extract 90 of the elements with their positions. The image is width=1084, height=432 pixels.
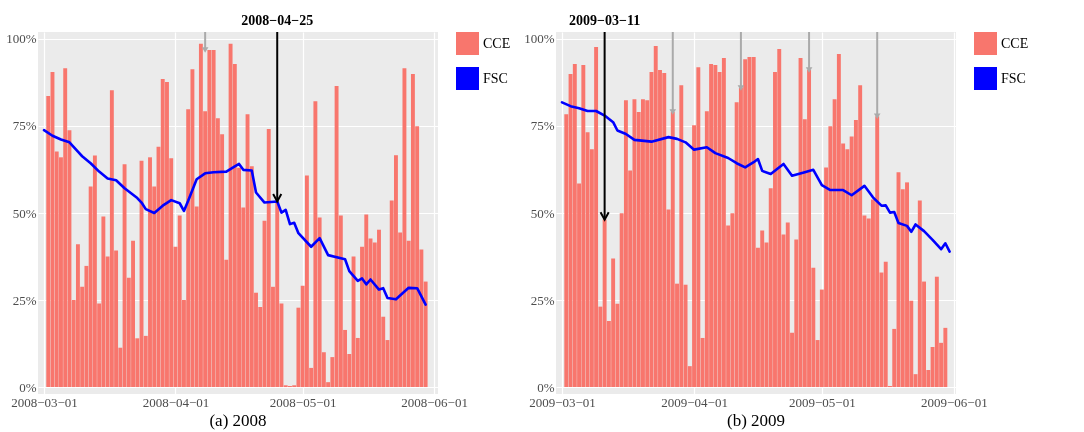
x-tick-label: 2009−03−01	[529, 394, 596, 410]
bar	[662, 73, 667, 388]
bar	[190, 69, 195, 388]
bar	[747, 57, 752, 388]
bar	[394, 155, 398, 388]
bar	[751, 57, 756, 388]
bar	[875, 116, 880, 388]
x-tick-label: 2008−03−01	[11, 394, 78, 410]
bar	[228, 43, 233, 388]
bar	[883, 261, 888, 388]
bar	[275, 201, 280, 388]
bar	[131, 240, 135, 388]
y-tick-label: 25%	[12, 292, 37, 308]
bar	[198, 43, 203, 388]
bar	[934, 276, 939, 388]
bar	[798, 58, 803, 388]
legend-label: FSC	[1001, 70, 1026, 86]
annotation: 2008−04−25	[241, 13, 314, 28]
bar	[165, 82, 169, 388]
y-tick-label: 0%	[19, 379, 37, 395]
y-tick-label: 75%	[12, 118, 37, 134]
bar	[148, 157, 152, 388]
bar	[653, 45, 658, 388]
bar	[670, 112, 675, 388]
annotation: 2009−03−11	[569, 13, 641, 28]
bar	[313, 101, 318, 388]
bar	[905, 182, 909, 388]
bar	[92, 155, 97, 388]
bar	[807, 69, 812, 388]
x-tick-label: 2009−05−01	[789, 394, 856, 410]
bar	[858, 85, 863, 388]
y-tick-label: 25%	[530, 292, 555, 308]
line-series	[42, 128, 427, 306]
bar	[679, 85, 684, 388]
y-tick-label: 75%	[530, 118, 555, 134]
bar	[304, 175, 309, 388]
bar	[713, 65, 718, 388]
bar	[785, 222, 790, 388]
bar	[721, 58, 726, 388]
text: (b) 2009	[726, 411, 786, 430]
y-tick-label: 50%	[530, 205, 555, 221]
point	[669, 109, 677, 115]
bar	[760, 230, 765, 388]
bar	[572, 64, 577, 388]
line-series	[560, 101, 951, 253]
bar	[594, 46, 599, 388]
bar	[266, 129, 271, 388]
bar	[75, 244, 80, 388]
bar	[623, 100, 628, 388]
y-tick-label: 0%	[537, 379, 555, 395]
bar	[917, 200, 922, 388]
x-tick-label: 2009−04−01	[661, 394, 728, 410]
legend-label: CCE	[1001, 35, 1029, 51]
bar	[709, 64, 714, 388]
bar	[632, 99, 637, 388]
bar	[101, 216, 106, 388]
bar	[334, 85, 339, 388]
bar	[63, 68, 68, 388]
bar	[836, 53, 841, 388]
point	[737, 85, 745, 91]
bar	[177, 215, 182, 388]
point	[805, 67, 813, 73]
bar	[402, 68, 407, 388]
bar	[641, 99, 645, 388]
bar	[122, 164, 127, 388]
x-tick-label: 2009−06−01	[921, 394, 988, 410]
bar	[211, 50, 216, 388]
text: (a) 2008	[209, 411, 267, 430]
bar	[377, 229, 381, 388]
bar	[602, 219, 607, 388]
bar	[109, 90, 114, 388]
bar	[364, 214, 369, 388]
y-tick-label: 100%	[524, 31, 555, 47]
legend-label: FSC	[483, 70, 508, 86]
x-tick-label: 2008−06−01	[401, 394, 468, 410]
x-tick-label: 2008−04−01	[142, 394, 210, 410]
y-tick-label: 50%	[12, 205, 37, 221]
bar	[581, 65, 586, 388]
legend-label: CCE	[483, 35, 511, 51]
bar	[743, 59, 748, 388]
bar	[207, 50, 212, 388]
bar	[410, 74, 415, 388]
bar	[696, 67, 701, 388]
bar	[777, 49, 782, 388]
point	[873, 113, 881, 119]
bar	[160, 78, 165, 388]
y-tick-label: 100%	[6, 31, 37, 47]
bar	[611, 258, 616, 388]
x-tick-label: 2008−05−01	[269, 394, 337, 410]
bar	[943, 327, 948, 388]
